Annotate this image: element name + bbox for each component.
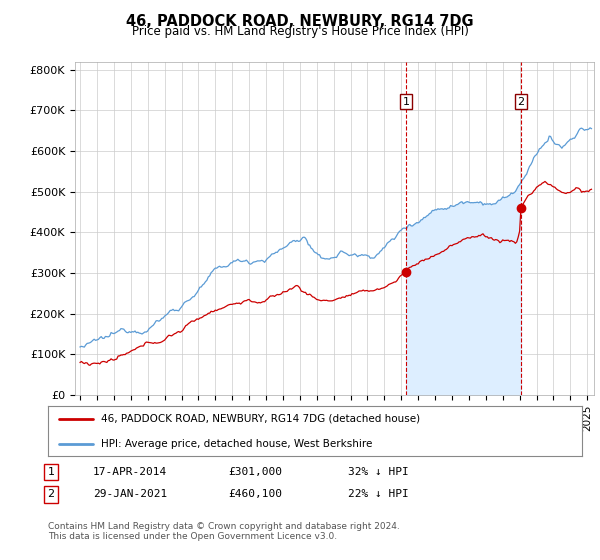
Text: 46, PADDOCK ROAD, NEWBURY, RG14 7DG (detached house): 46, PADDOCK ROAD, NEWBURY, RG14 7DG (det… <box>101 414 421 423</box>
Text: £301,000: £301,000 <box>228 467 282 477</box>
Text: 17-APR-2014: 17-APR-2014 <box>93 467 167 477</box>
Text: HPI: Average price, detached house, West Berkshire: HPI: Average price, detached house, West… <box>101 439 373 449</box>
Text: 22% ↓ HPI: 22% ↓ HPI <box>348 489 409 500</box>
Text: 32% ↓ HPI: 32% ↓ HPI <box>348 467 409 477</box>
Text: 2: 2 <box>47 489 55 500</box>
Text: 46, PADDOCK ROAD, NEWBURY, RG14 7DG: 46, PADDOCK ROAD, NEWBURY, RG14 7DG <box>126 14 474 29</box>
Text: Price paid vs. HM Land Registry's House Price Index (HPI): Price paid vs. HM Land Registry's House … <box>131 25 469 38</box>
Text: £460,100: £460,100 <box>228 489 282 500</box>
Text: Contains HM Land Registry data © Crown copyright and database right 2024.
This d: Contains HM Land Registry data © Crown c… <box>48 522 400 542</box>
Text: 2: 2 <box>517 96 524 106</box>
Text: 29-JAN-2021: 29-JAN-2021 <box>93 489 167 500</box>
Text: 1: 1 <box>403 96 410 106</box>
Text: 1: 1 <box>47 467 55 477</box>
